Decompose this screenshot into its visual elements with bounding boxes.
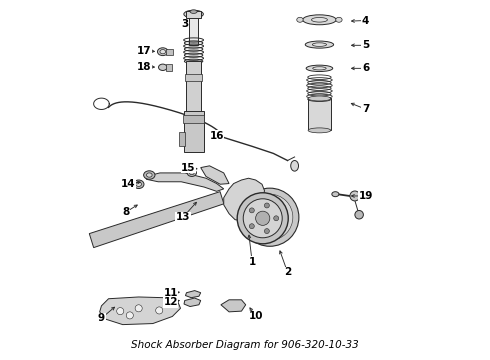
Ellipse shape bbox=[305, 41, 334, 48]
Bar bbox=[166, 49, 173, 54]
Circle shape bbox=[249, 208, 254, 213]
Polygon shape bbox=[89, 192, 224, 248]
Ellipse shape bbox=[136, 182, 142, 186]
Bar bbox=[185, 75, 202, 81]
Ellipse shape bbox=[184, 10, 203, 18]
Ellipse shape bbox=[308, 96, 331, 101]
Circle shape bbox=[265, 203, 270, 208]
Ellipse shape bbox=[312, 18, 327, 22]
Ellipse shape bbox=[332, 192, 339, 197]
Ellipse shape bbox=[291, 161, 298, 171]
Circle shape bbox=[135, 305, 142, 312]
Circle shape bbox=[156, 307, 163, 314]
Circle shape bbox=[126, 312, 133, 319]
Circle shape bbox=[237, 193, 288, 244]
Text: 14: 14 bbox=[121, 179, 135, 189]
Text: 9: 9 bbox=[98, 313, 105, 323]
Text: 7: 7 bbox=[362, 104, 369, 114]
Bar bbox=[166, 64, 172, 71]
Bar bbox=[179, 132, 185, 146]
Ellipse shape bbox=[313, 67, 326, 70]
Polygon shape bbox=[201, 166, 229, 184]
Circle shape bbox=[274, 216, 279, 221]
Text: 11: 11 bbox=[163, 288, 178, 298]
Circle shape bbox=[243, 199, 282, 238]
Ellipse shape bbox=[303, 15, 336, 25]
Circle shape bbox=[256, 211, 270, 225]
Polygon shape bbox=[224, 178, 265, 221]
Text: 17: 17 bbox=[137, 46, 151, 56]
Ellipse shape bbox=[190, 171, 194, 175]
Ellipse shape bbox=[159, 64, 167, 71]
Text: 13: 13 bbox=[176, 212, 190, 222]
Text: 8: 8 bbox=[122, 207, 130, 217]
Bar bbox=[186, 61, 201, 116]
Text: 6: 6 bbox=[362, 63, 369, 73]
Text: 1: 1 bbox=[248, 257, 256, 266]
Bar bbox=[308, 99, 331, 130]
Ellipse shape bbox=[133, 180, 144, 189]
Circle shape bbox=[247, 194, 293, 240]
Text: 12: 12 bbox=[163, 297, 178, 307]
Circle shape bbox=[355, 211, 364, 219]
Text: 19: 19 bbox=[358, 191, 373, 201]
Bar bbox=[184, 111, 203, 152]
Circle shape bbox=[265, 229, 270, 234]
Polygon shape bbox=[184, 298, 201, 306]
Bar bbox=[186, 10, 201, 18]
Polygon shape bbox=[99, 297, 180, 325]
Bar bbox=[183, 116, 204, 123]
Ellipse shape bbox=[147, 173, 152, 177]
Ellipse shape bbox=[297, 17, 303, 22]
Ellipse shape bbox=[160, 50, 166, 54]
Text: 3: 3 bbox=[181, 19, 188, 29]
Ellipse shape bbox=[336, 17, 342, 22]
Ellipse shape bbox=[144, 171, 155, 179]
Text: 15: 15 bbox=[181, 163, 196, 172]
Polygon shape bbox=[221, 300, 245, 312]
Text: 2: 2 bbox=[284, 267, 291, 277]
Ellipse shape bbox=[187, 169, 196, 176]
Text: Shock Absorber Diagram for 906-320-10-33: Shock Absorber Diagram for 906-320-10-33 bbox=[131, 340, 359, 350]
Ellipse shape bbox=[190, 10, 197, 13]
Text: 16: 16 bbox=[209, 131, 224, 141]
Text: 5: 5 bbox=[362, 40, 369, 50]
Text: 18: 18 bbox=[137, 62, 151, 72]
Ellipse shape bbox=[308, 128, 331, 133]
Ellipse shape bbox=[312, 43, 326, 46]
Text: 4: 4 bbox=[362, 15, 369, 26]
Circle shape bbox=[249, 224, 254, 229]
Polygon shape bbox=[146, 173, 224, 192]
Bar bbox=[189, 15, 198, 45]
Text: 10: 10 bbox=[248, 311, 263, 321]
Circle shape bbox=[350, 191, 360, 201]
Polygon shape bbox=[185, 291, 201, 298]
Ellipse shape bbox=[306, 65, 333, 72]
Ellipse shape bbox=[157, 48, 168, 55]
Circle shape bbox=[241, 188, 299, 246]
Circle shape bbox=[117, 307, 124, 315]
